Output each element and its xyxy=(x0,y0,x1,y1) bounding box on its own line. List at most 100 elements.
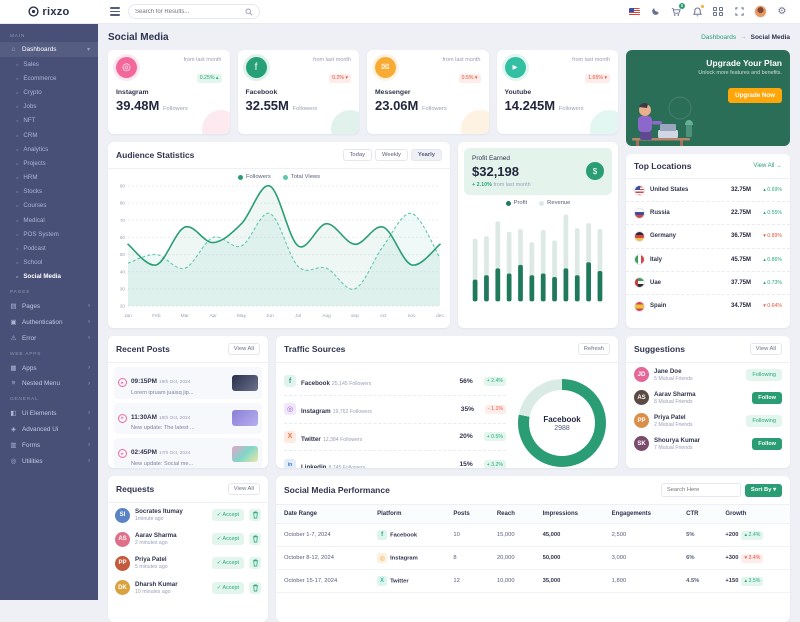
accept-button[interactable]: ✓ Accept xyxy=(211,509,244,522)
upgrade-now-button[interactable]: Upgrade Now xyxy=(728,88,782,103)
sidebar-item-podcast[interactable]: ○ Podcast xyxy=(0,241,98,255)
traffic-row: X Twitter 12,384 Followers 20% + 0.5% xyxy=(284,424,506,452)
language-flag-icon[interactable] xyxy=(628,6,640,18)
accept-button[interactable]: ✓ Accept xyxy=(211,581,244,594)
traffic-share: 35% xyxy=(460,405,474,413)
sidebar-item-crm[interactable]: ○ CRM xyxy=(0,128,98,142)
settings-gear-icon[interactable]: ⚙ xyxy=(777,6,787,17)
avatar: PP xyxy=(115,555,130,571)
avatar: DK xyxy=(115,580,130,596)
audience-tabs: Today Weekly Yearly xyxy=(342,149,442,161)
chevron-right-icon: › xyxy=(88,365,90,371)
bullet-icon: ○ xyxy=(16,146,19,152)
sidebar-item-stocks[interactable]: ○ Stocks xyxy=(0,185,98,199)
trash-icon-button[interactable] xyxy=(249,509,261,522)
sidebar-item-school[interactable]: ○ School xyxy=(0,256,98,270)
dark-mode-icon[interactable] xyxy=(649,6,661,18)
twitter-icon: X xyxy=(284,430,296,443)
sidebar-item-error[interactable]: ⚠ Error › xyxy=(0,330,98,346)
sidebar-item-label: Forms xyxy=(22,441,41,449)
growth-badge: ▴ 2.4% xyxy=(741,530,764,540)
tab-today[interactable]: Today xyxy=(342,149,372,161)
traffic-share: 56% xyxy=(459,377,473,385)
audience-legend: Followers Total Views xyxy=(108,169,450,180)
menu-toggle-icon[interactable] xyxy=(110,7,120,16)
requests-view-all-button[interactable]: View All xyxy=(227,483,260,495)
traffic-name: Twitter xyxy=(301,435,321,443)
performance-search-input[interactable] xyxy=(660,483,741,497)
recent-post-item[interactable]: ▸ 02:45PM 17th Oct, 2024 New update: Social… xyxy=(114,438,262,468)
accept-button[interactable]: ✓ Accept xyxy=(211,557,244,570)
recent-post-item[interactable]: ▸ 09:15PM 19th Oct, 2024 Lorem ipruam juais… xyxy=(114,367,262,399)
svg-text:oct: oct xyxy=(380,313,387,319)
location-change: ▴ 0.86% xyxy=(763,256,782,263)
brand-logo-icon xyxy=(28,6,40,17)
decorative-blob xyxy=(201,110,230,134)
recent-posts-card: Recent Posts View All ▸ 09:15PM 19th Oct, … xyxy=(108,336,268,468)
sidebar-item-courses[interactable]: ○ Courses xyxy=(0,199,98,213)
error-icon: ⚠ xyxy=(10,335,17,342)
stat-platform-name: Instagram xyxy=(116,89,149,96)
tab-yearly[interactable]: Yearly xyxy=(410,149,442,161)
sidebar-item-ecommerce[interactable]: ○ Ecommerce xyxy=(0,71,98,85)
breadcrumb-dashboards[interactable]: Dashboards xyxy=(701,34,737,41)
location-name: Italy xyxy=(650,256,663,263)
column-header: Engagements xyxy=(603,505,679,524)
cart-icon[interactable]: 5 xyxy=(670,2,685,18)
top-locations-card: Top Locations View All → United States 32… xyxy=(626,154,790,328)
sort-by-button[interactable]: Sort By ▾ xyxy=(744,483,782,497)
suggestions-view-all-button[interactable]: View All xyxy=(749,343,782,355)
svg-text:20: 20 xyxy=(120,304,126,309)
sidebar-item-hrm[interactable]: ○ HRM xyxy=(0,171,98,185)
tab-weekly[interactable]: Weekly xyxy=(375,149,408,161)
stat-unit: Followers xyxy=(162,106,188,112)
sidebar-item-sales[interactable]: ○ Sales xyxy=(0,57,98,71)
fullscreen-icon[interactable] xyxy=(733,6,745,18)
trash-icon-button[interactable] xyxy=(249,533,261,546)
suggestion-mutual: 2 Mutual Friends xyxy=(654,421,693,428)
follow-button[interactable]: Follow xyxy=(752,437,782,450)
user-avatar[interactable] xyxy=(754,5,767,18)
sidebar-item-crypto[interactable]: ○ Crypto xyxy=(0,85,98,99)
following-button[interactable]: Following xyxy=(746,368,782,381)
trash-icon-button[interactable] xyxy=(249,557,261,570)
sidebar-item-apps[interactable]: ▦ Apps › xyxy=(0,360,98,376)
refresh-button[interactable]: Refresh xyxy=(577,343,610,355)
recent-posts-view-all-button[interactable]: View All xyxy=(227,343,260,355)
trash-icon-button[interactable] xyxy=(249,581,261,594)
sidebar-item-forms[interactable]: ▥ Forms › xyxy=(0,437,98,453)
sidebar-item-utilities[interactable]: ◎ Utilities › xyxy=(0,453,98,469)
stat-value: 14.245M Followers xyxy=(504,98,584,113)
sidebar-item-analytics[interactable]: ○ Analytics xyxy=(0,142,98,156)
sidebar-item-jobs[interactable]: ○ Jobs xyxy=(0,100,98,114)
sidebar-item-nested-menu[interactable]: ≡ Nested Menu › xyxy=(0,376,98,391)
sidebar-item-social-media[interactable]: ○ Social Media xyxy=(0,270,98,284)
search-input[interactable] xyxy=(135,8,245,15)
sidebar-item-nft[interactable]: ○ NFT xyxy=(0,114,98,128)
sidebar-item-medical[interactable]: ○ Medical xyxy=(0,213,98,227)
advanced-icon: ◈ xyxy=(11,426,16,433)
sidebar-item-projects[interactable]: ○ Projects xyxy=(0,156,98,170)
cell-growth: +150 ▴ 3.5% xyxy=(717,569,790,593)
location-change: ▴ 0.55% xyxy=(763,210,782,217)
apps-grid-icon[interactable] xyxy=(712,6,724,18)
brand-logo[interactable]: rixzo xyxy=(0,0,98,24)
sidebar-item-advanced-ui[interactable]: ◈ Advanced Ui › xyxy=(0,421,98,437)
traffic-title: Traffic Sources xyxy=(284,344,346,354)
sidebar-item-authentication[interactable]: ▣ Authentication › xyxy=(0,314,98,330)
legend-dot-icon xyxy=(237,174,243,180)
sidebar-item-pages[interactable]: ▤ Pages › xyxy=(0,298,98,314)
sidebar-subitem-label: Stocks xyxy=(23,188,42,196)
following-button[interactable]: Following xyxy=(746,414,782,427)
bell-icon[interactable] xyxy=(691,4,704,18)
sidebar-item-dashboards[interactable]: ⌂ Dashboards ▾ xyxy=(0,42,98,57)
request-row: SI Socrates Itumay 1minute ago ✓ Accept xyxy=(108,503,268,527)
sidebar-item-ui-elements[interactable]: ◧ Ui Elements › xyxy=(0,405,98,421)
follow-button[interactable]: Follow xyxy=(752,391,782,404)
global-search[interactable] xyxy=(128,4,260,19)
sidebar-item-pos-system[interactable]: ○ POS System xyxy=(0,227,98,241)
top-locations-view-all-link[interactable]: View All → xyxy=(753,163,782,169)
recent-post-item[interactable]: ▸ 11:30AM 18th Oct, 2024 New update: The la… xyxy=(114,402,262,434)
accept-button[interactable]: ✓ Accept xyxy=(211,533,244,546)
sidebar-subitem-label: Sales xyxy=(23,60,39,68)
